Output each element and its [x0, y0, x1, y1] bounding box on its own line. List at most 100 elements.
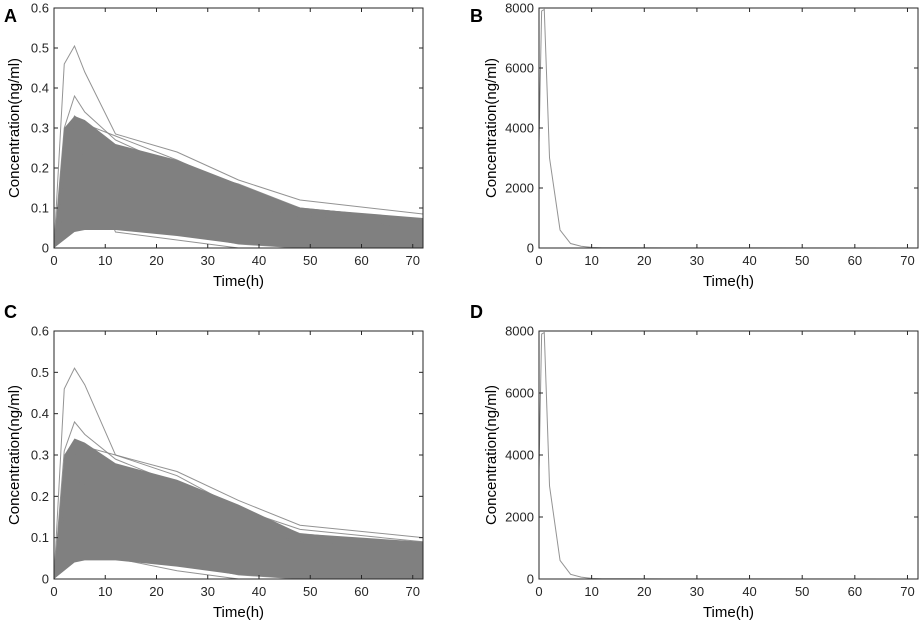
y-axis-label: Concentration(ng/ml): [6, 385, 23, 525]
series-line-subject-12: [54, 545, 423, 579]
y-tick-label: 0.4: [31, 81, 49, 96]
x-tick-label: 0: [535, 584, 542, 599]
x-tick-label: 40: [252, 584, 266, 599]
series-line-subject-2: [54, 94, 423, 248]
series-line-subject-8: [54, 179, 423, 248]
series-line-subject-5: [54, 466, 423, 579]
x-tick-label: 20: [637, 584, 651, 599]
x-tick-label: 10: [584, 584, 598, 599]
x-tick-label: 0: [50, 584, 57, 599]
x-tick-label: 60: [354, 253, 368, 268]
x-tick-label: 50: [303, 584, 317, 599]
y-tick-label: 0: [42, 572, 49, 587]
y-tick-label: 6000: [505, 61, 534, 76]
x-tick-label: 60: [848, 253, 862, 268]
y-tick-label: 2000: [505, 510, 534, 525]
series-line-subject-4: [54, 127, 423, 248]
x-tick-label: 50: [303, 253, 317, 268]
panel-a: 0 10 20 30 40 50 60 70 0 0.1 0.2 0.3 0.4 0.5 0.6 Time(h…: [4, 1, 424, 290]
y-tick-label: 4000: [505, 121, 534, 136]
x-axis-label: Time(h): [703, 273, 754, 290]
y-tick-label: 0: [42, 241, 49, 256]
series-line-subject-8: [54, 508, 423, 579]
y-tick-label: 0.4: [31, 406, 49, 421]
x-axis-label: Time(h): [213, 604, 264, 621]
x-tick-label: 0: [535, 253, 542, 268]
y-tick-label: 0.3: [31, 448, 49, 463]
x-tick-label: 30: [690, 584, 704, 599]
plot-area: [54, 367, 423, 579]
series-line-subject-12: [54, 215, 423, 248]
x-tick-label: 20: [149, 253, 163, 268]
x-tick-label: 0: [50, 253, 57, 268]
series-line-subject-2: [54, 420, 423, 579]
y-axis-label: Concentration(ng/ml): [483, 385, 500, 525]
y-tick-label: 0: [527, 241, 534, 256]
series-line-profile: [539, 331, 918, 579]
x-tick-label: 70: [900, 253, 914, 268]
series-line-subject-10: [54, 207, 423, 248]
y-tick-label: 0.5: [31, 365, 49, 380]
panel-label: A: [4, 6, 17, 26]
x-tick-label: 40: [252, 253, 266, 268]
y-tick-label: 8000: [505, 324, 534, 339]
x-axis-label: Time(h): [213, 273, 264, 290]
series-line-subject-11: [54, 453, 423, 579]
panel-label: B: [470, 6, 483, 26]
series-line-subject-4: [54, 454, 423, 579]
series-line-subject-9: [54, 524, 423, 579]
panel-b: 0 10 20 30 40 50 60 70 0 2000 4000 6000 8000 Time(h) C…: [470, 1, 919, 290]
series-line-subject-7: [54, 495, 423, 579]
x-tick-label: 10: [584, 253, 598, 268]
y-tick-label: 6000: [505, 386, 534, 401]
y-tick-label: 0.6: [31, 1, 49, 16]
x-tick-label: 20: [637, 253, 651, 268]
series-line-subject-3: [54, 441, 423, 579]
x-axis-label: Time(h): [703, 604, 754, 621]
y-tick-label: 0.2: [31, 489, 49, 504]
series-line-subject-7: [54, 167, 423, 248]
y-tick-label: 0.5: [31, 41, 49, 56]
x-tick-label: 50: [795, 584, 809, 599]
series-line-subject-5: [54, 139, 423, 248]
y-tick-label: 8000: [505, 1, 534, 16]
x-tick-label: 60: [354, 584, 368, 599]
x-tick-label: 70: [406, 253, 420, 268]
y-axis-label: Concentration(ng/ml): [6, 58, 23, 198]
panel-c: 0 10 20 30 40 50 60 70 0 0.1 0.2 0.3 0.4 0.5 0.6 Time(h…: [4, 302, 424, 621]
plot-area: [539, 331, 918, 579]
x-tick-label: 30: [201, 253, 215, 268]
x-tick-label: 40: [742, 253, 756, 268]
axes-box: [538, 7, 919, 249]
y-tick-label: 4000: [505, 448, 534, 463]
panel-label: C: [4, 302, 17, 322]
x-tick-label: 70: [406, 584, 420, 599]
y-tick-label: 2000: [505, 181, 534, 196]
y-axis-label: Concentration(ng/ml): [483, 58, 500, 198]
y-tick-label: 0: [527, 572, 534, 587]
x-tick-label: 10: [98, 584, 112, 599]
x-tick-label: 20: [149, 584, 163, 599]
x-tick-label: 70: [900, 584, 914, 599]
series-line-subject-3: [54, 115, 423, 248]
y-tick-label: 0.6: [31, 324, 49, 339]
x-tick-label: 10: [98, 253, 112, 268]
x-tick-label: 40: [742, 584, 756, 599]
series-line-subject-6: [54, 479, 423, 579]
series-line-subject-1: [54, 44, 423, 248]
series-line-profile: [539, 8, 918, 248]
series-line-subject-9: [54, 195, 423, 248]
x-tick-label: 60: [848, 584, 862, 599]
y-tick-label: 0.2: [31, 161, 49, 176]
x-tick-label: 50: [795, 253, 809, 268]
panel-d: 0 10 20 30 40 50 60 70 0 2000 4000 6000 8000 Time(h) C…: [470, 302, 919, 621]
x-tick-label: 30: [201, 584, 215, 599]
series-line-subject-10: [54, 537, 423, 579]
y-tick-label: 0.3: [31, 121, 49, 136]
series-line-subject-11: [54, 126, 423, 248]
panel-label: D: [470, 302, 483, 322]
plot-area: [54, 44, 423, 248]
series-line-subject-6: [54, 151, 423, 248]
axes-box: [538, 330, 919, 580]
